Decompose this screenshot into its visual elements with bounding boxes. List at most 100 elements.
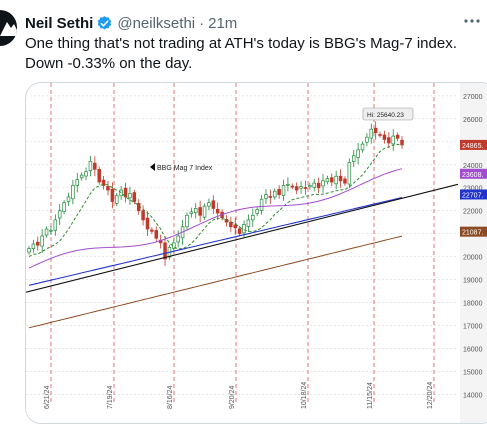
candle-body bbox=[259, 198, 264, 211]
candle-body bbox=[229, 221, 233, 228]
x-tick-label: 12/20/24 bbox=[427, 382, 434, 409]
x-tick-label: 7/19/24 bbox=[107, 386, 114, 409]
candle-body bbox=[281, 185, 286, 196]
candle-body bbox=[290, 185, 295, 188]
author-name[interactable]: Neil Sethi bbox=[25, 14, 94, 32]
candle-body bbox=[189, 211, 194, 214]
price-tag-label: 21087. bbox=[462, 230, 483, 237]
author-handle[interactable]: @neilksethi bbox=[117, 14, 196, 32]
candle-body bbox=[176, 235, 180, 243]
y-axis-panel bbox=[460, 83, 487, 423]
candle-body bbox=[115, 195, 119, 204]
chart-image[interactable]: 1400015000160001700018000190002000021000… bbox=[25, 82, 487, 424]
candle-body bbox=[233, 224, 237, 229]
candle-body bbox=[88, 160, 93, 172]
candle-body bbox=[299, 186, 303, 189]
candle-body bbox=[40, 235, 44, 247]
y-tick-label: 14000 bbox=[463, 392, 483, 399]
candle-body bbox=[286, 183, 290, 186]
more-dots-icon bbox=[464, 19, 480, 23]
candle-body bbox=[128, 193, 132, 199]
candle-body bbox=[211, 200, 216, 209]
candle-body bbox=[123, 187, 128, 198]
y-tick-label: 15000 bbox=[463, 369, 483, 376]
x-tick-label: 11/15/24 bbox=[367, 382, 374, 409]
y-tick-label: 18000 bbox=[463, 301, 483, 308]
candle-body bbox=[36, 241, 40, 246]
candle-body bbox=[202, 205, 207, 218]
candle-body bbox=[365, 136, 369, 143]
price-tag-label: 23608. bbox=[462, 172, 483, 179]
stock-chart: 1400015000160001700018000190002000021000… bbox=[26, 83, 487, 423]
verified-badge-icon bbox=[96, 15, 113, 32]
more-options-button[interactable] bbox=[461, 10, 483, 32]
candle-body bbox=[387, 137, 391, 144]
hi-label-box bbox=[362, 107, 414, 121]
candle-body bbox=[330, 177, 334, 183]
y-tick-label: 19000 bbox=[463, 278, 483, 285]
candle-body bbox=[316, 182, 321, 189]
candle-body bbox=[369, 128, 374, 139]
candle-body bbox=[75, 179, 80, 186]
candle-body bbox=[338, 175, 343, 182]
title-marker-icon bbox=[150, 163, 155, 171]
candle-body bbox=[93, 162, 97, 170]
candle-body bbox=[294, 186, 299, 191]
x-tick-label: 6/21/24 bbox=[44, 386, 51, 409]
price-tag-box bbox=[460, 168, 487, 179]
candle-body bbox=[303, 187, 308, 189]
candle-body bbox=[132, 192, 137, 202]
candle-body bbox=[27, 248, 31, 253]
candle-body bbox=[334, 175, 338, 185]
chart-background bbox=[26, 83, 487, 423]
candle-body bbox=[150, 229, 154, 232]
candle-body bbox=[110, 188, 115, 202]
candle-body bbox=[97, 169, 101, 183]
candle-body bbox=[119, 189, 123, 197]
candle-body bbox=[31, 243, 36, 249]
candle-body bbox=[141, 210, 145, 221]
x-tick-label: 9/20/24 bbox=[229, 386, 236, 409]
candle-body bbox=[198, 207, 202, 216]
candle-body bbox=[268, 196, 273, 198]
brown-moving-average bbox=[28, 235, 403, 329]
logo-mark-icon bbox=[0, 22, 17, 36]
candle-body bbox=[57, 210, 62, 219]
candle-body bbox=[163, 242, 167, 260]
candle-body bbox=[237, 228, 242, 235]
candle-body bbox=[44, 228, 49, 236]
y-tick-label: 22000 bbox=[463, 209, 483, 216]
candle-body bbox=[242, 224, 246, 234]
candle-body bbox=[312, 182, 316, 188]
avatar[interactable] bbox=[0, 10, 17, 46]
x-tick-label: 10/18/24 bbox=[301, 382, 308, 409]
y-tick-label: 16000 bbox=[463, 346, 483, 353]
candle-body bbox=[325, 178, 330, 183]
candle-body bbox=[382, 134, 387, 140]
candle-body bbox=[246, 219, 251, 227]
y-tick-label: 27000 bbox=[463, 94, 483, 101]
candle-body bbox=[84, 171, 88, 177]
candle-body bbox=[395, 134, 400, 139]
candle-body bbox=[185, 214, 189, 228]
green-moving-average bbox=[28, 143, 403, 258]
candle-body bbox=[255, 209, 259, 214]
x-tick-label: 8/16/24 bbox=[167, 386, 174, 409]
candle-body bbox=[251, 214, 255, 221]
candle-body bbox=[400, 139, 404, 146]
y-tick-label: 26000 bbox=[463, 117, 483, 124]
price-tag-box bbox=[460, 139, 487, 150]
tweet-header: Neil Sethi @neilksethi · 21m bbox=[25, 12, 237, 34]
candle-body bbox=[272, 190, 277, 198]
candle-body bbox=[53, 219, 58, 231]
purple-moving-average bbox=[28, 168, 403, 269]
price-tag-box bbox=[460, 226, 487, 237]
candle-body bbox=[101, 179, 106, 186]
candle-body bbox=[207, 202, 211, 207]
timestamp[interactable]: 21m bbox=[208, 14, 238, 32]
price-tag-box bbox=[460, 189, 487, 200]
candle-body bbox=[308, 185, 312, 188]
tweet-text: One thing that's not trading at ATH's to… bbox=[25, 35, 466, 72]
trendline bbox=[26, 183, 459, 293]
separator-dot: · bbox=[199, 14, 205, 32]
